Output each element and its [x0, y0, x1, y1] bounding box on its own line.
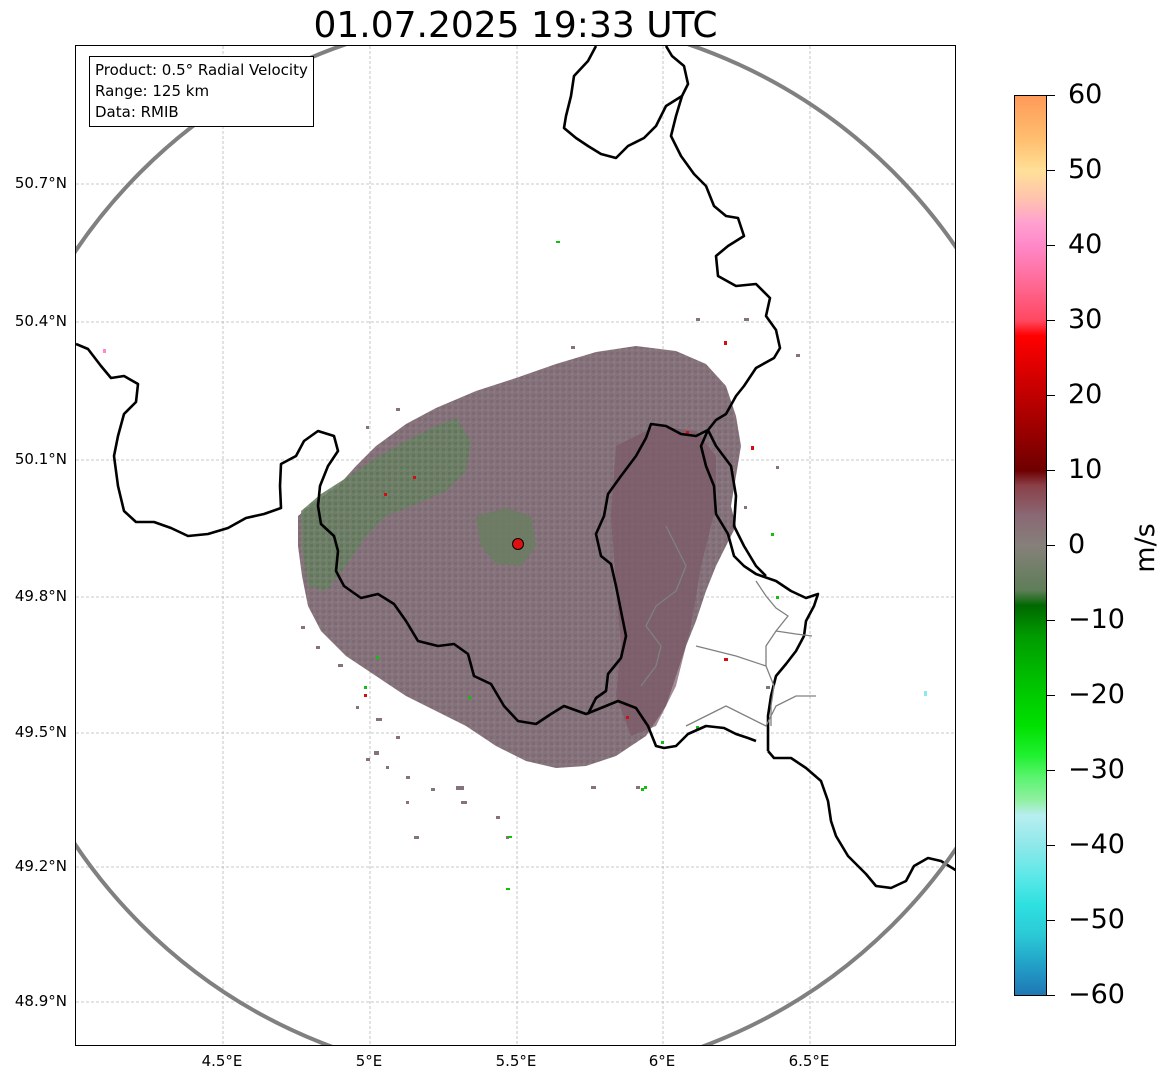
- radar-map-canvas[interactable]: [76, 46, 956, 1046]
- colorbar-tick-mark: [1047, 545, 1055, 546]
- border-be-de: [562, 46, 820, 751]
- radar-site-marker: [512, 538, 524, 550]
- colorbar-tick-mark: [1047, 245, 1055, 246]
- map-title: 01.07.2025 19:33 UTC: [313, 5, 718, 46]
- colorbar-tick-label: 20: [1068, 379, 1103, 410]
- echo-area-dark: [611, 426, 716, 736]
- border-lu-fr-de: [706, 429, 955, 890]
- echo-area-green-center: [476, 508, 536, 566]
- colorbar-tick-mark: [1047, 920, 1055, 921]
- colorbar-tick-mark: [1047, 695, 1055, 696]
- colorbar: [1014, 95, 1047, 996]
- echo-area-green: [301, 418, 471, 591]
- colorbar-tick-mark: [1047, 995, 1055, 996]
- colorbar-tick-label: −20: [1068, 679, 1125, 710]
- colorbar-tick-label: 50: [1068, 154, 1103, 185]
- info-product: Product: 0.5° Radial Velocity: [95, 61, 308, 79]
- colorbar-tick-label: −40: [1068, 829, 1125, 860]
- lat-label: 48.9°N: [14, 992, 67, 1010]
- colorbar-tick-mark: [1047, 95, 1055, 96]
- lon-label: 6°E: [648, 1052, 676, 1070]
- lat-label: 50.7°N: [14, 174, 67, 192]
- colorbar-tick-label: −30: [1068, 754, 1125, 785]
- lat-label: 49.2°N: [14, 857, 67, 875]
- colorbar-tick-label: −50: [1068, 904, 1125, 935]
- lon-label: 6.5°E: [788, 1052, 830, 1070]
- colorbar-unit: m/s: [1130, 523, 1161, 573]
- colorbar-tick-label: −60: [1068, 979, 1125, 1010]
- lat-label: 50.1°N: [14, 450, 67, 468]
- info-data: Data: RMIB: [95, 103, 179, 121]
- region-borders: [640, 525, 816, 727]
- border-be-fr: [76, 342, 757, 750]
- colorbar-tick-mark: [1047, 395, 1055, 396]
- colorbar-tick-mark: [1047, 170, 1055, 171]
- lon-label: 5.5°E: [495, 1052, 537, 1070]
- echo-scatter-red: [364, 341, 754, 719]
- border-be-lu: [586, 422, 709, 715]
- colorbar-tick-label: 60: [1068, 79, 1103, 110]
- lat-label: 50.4°N: [14, 312, 67, 330]
- colorbar-tick-label: 10: [1068, 454, 1103, 485]
- colorbar-tick-label: −10: [1068, 604, 1125, 635]
- info-box: Product: 0.5° Radial Velocity Range: 125…: [89, 56, 314, 127]
- lat-label: 49.8°N: [14, 587, 67, 605]
- colorbar-tick-mark: [1047, 620, 1055, 621]
- echo-scatter-cyan: [924, 691, 927, 696]
- velocity-echoes: [103, 241, 927, 890]
- country-borders: [76, 46, 955, 890]
- colorbar-tick-label: 30: [1068, 304, 1103, 335]
- colorbar-tick-mark: [1047, 770, 1055, 771]
- radar-map[interactable]: [75, 45, 956, 1046]
- echo-scatter: [301, 318, 800, 839]
- lon-label: 4.5°E: [201, 1052, 243, 1070]
- colorbar-tick-label: 0: [1068, 529, 1086, 560]
- colorbar-tick-label: 40: [1068, 229, 1103, 260]
- echo-scatter-pink: [103, 349, 106, 353]
- colorbar-tick-mark: [1047, 320, 1055, 321]
- lon-label: 5°E: [355, 1052, 383, 1070]
- echo-scatter-green: [364, 241, 779, 890]
- info-range: Range: 125 km: [95, 82, 210, 100]
- lat-label: 49.5°N: [14, 723, 67, 741]
- colorbar-tick-mark: [1047, 845, 1055, 846]
- colorbar-tick-mark: [1047, 470, 1055, 471]
